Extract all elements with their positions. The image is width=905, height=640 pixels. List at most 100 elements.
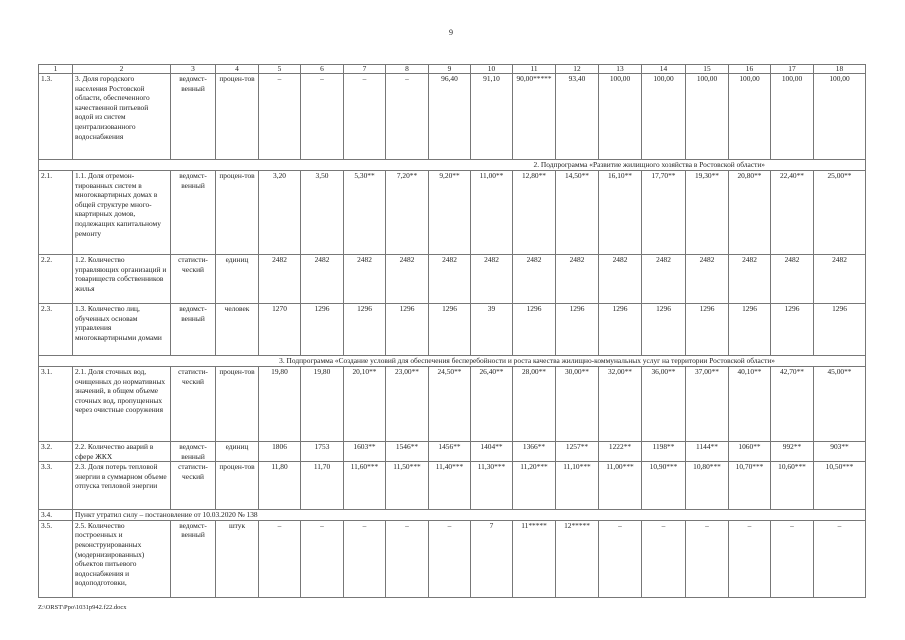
- value-cell: 42,70**: [770, 366, 814, 442]
- row-number: 3.5.: [38, 519, 73, 598]
- data-source: статисти-ческий: [170, 254, 216, 304]
- column-number: 12: [555, 64, 599, 74]
- column-number: 16: [728, 64, 771, 74]
- file-path-footer: Z:\ORST\Ppo\1031p942.f22.docx: [38, 604, 127, 611]
- value-cell: 11,40***: [428, 461, 471, 511]
- value-cell: 2482: [555, 254, 599, 304]
- value-cell: 40,10**: [728, 366, 771, 442]
- column-number: 5: [258, 64, 301, 74]
- table-row: 3.1. 2.1. Доля сточных вод, очищенных до …: [38, 366, 866, 442]
- indicator-name: 2.1. Доля сточных вод, очищенных до норм…: [72, 366, 171, 442]
- value-cell: 1456**: [428, 440, 471, 463]
- value-cell: 1296: [343, 303, 386, 356]
- value-cell: 12*****: [555, 519, 599, 598]
- value-cell: –: [385, 519, 429, 598]
- value-cell: 2482: [343, 254, 386, 304]
- value-cell: 11,60***: [343, 461, 386, 511]
- value-cell: 100,00: [770, 73, 814, 160]
- value-cell: 25,00**: [813, 170, 866, 255]
- value-cell: 1222**: [598, 440, 642, 463]
- value-cell: 100,00: [728, 73, 771, 160]
- table-row: 3.2. 2.2. Количество аварий в сфере ЖКХ ве…: [38, 440, 866, 463]
- value-cell: 2482: [300, 254, 344, 304]
- unit: штук: [215, 519, 259, 598]
- value-cell: 1296: [555, 303, 599, 356]
- value-cell: 11,70: [300, 461, 344, 511]
- value-cell: 36,00**: [641, 366, 686, 442]
- value-cell: –: [770, 519, 814, 598]
- unit: процен-тов: [215, 73, 259, 160]
- value-cell: 2482: [428, 254, 471, 304]
- column-number: 14: [641, 64, 686, 74]
- value-cell: 992**: [770, 440, 814, 463]
- indicator-name: 3. Доля городского населения Ростовской …: [72, 73, 171, 160]
- value-cell: 30,00**: [555, 366, 599, 442]
- subprogram-title: 3. Подпрограмма «Создание условий для об…: [38, 355, 866, 367]
- value-cell: 19,80: [258, 366, 301, 442]
- value-cell: 11,00**: [470, 170, 513, 255]
- column-number: 4: [215, 64, 259, 74]
- unit: процен-тов: [215, 170, 259, 255]
- value-cell: 37,00**: [685, 366, 729, 442]
- value-cell: –: [728, 519, 771, 598]
- data-source: статисти-ческий: [170, 461, 216, 511]
- row-note: Пункт утратил силу – постановление от 10…: [72, 509, 866, 521]
- value-cell: 96,40: [428, 73, 471, 160]
- indicator-name: 1.2. Количество управляющих организаций …: [72, 254, 171, 304]
- value-cell: 23,00**: [385, 366, 429, 442]
- column-number: 11: [512, 64, 556, 74]
- value-cell: 1270: [258, 303, 301, 356]
- table-row: 2.1. 1.1. Доля отремон-тированных систем …: [38, 170, 866, 255]
- value-cell: –: [428, 519, 471, 598]
- value-cell: –: [258, 519, 301, 598]
- value-cell: 10,70***: [728, 461, 771, 511]
- value-cell: 1296: [770, 303, 814, 356]
- value-cell: 11*****: [512, 519, 556, 598]
- row-number: 1.3.: [38, 73, 73, 160]
- subprogram-header: 2. Подпрограмма «Развитие жилищного хозя…: [38, 159, 866, 171]
- value-cell: 1296: [512, 303, 556, 356]
- value-cell: 3,50: [300, 170, 344, 255]
- unit: человек: [215, 303, 259, 356]
- value-cell: 5,30**: [343, 170, 386, 255]
- value-cell: 17,70**: [641, 170, 686, 255]
- indicators-table: 1 2 3 4 5 6 7 8 9 10 11 12 13 14 15 16 17 18 1.3. 3. Доля г…: [38, 64, 866, 598]
- value-cell: 11,50***: [385, 461, 429, 511]
- value-cell: 1060**: [728, 440, 771, 463]
- value-cell: 2482: [770, 254, 814, 304]
- value-cell: 1296: [641, 303, 686, 356]
- value-cell: 16,10**: [598, 170, 642, 255]
- value-cell: 903**: [813, 440, 866, 463]
- column-number-header: 1 2 3 4 5 6 7 8 9 10 11 12 13 14 15 16 17 18: [38, 64, 866, 74]
- column-number: 9: [428, 64, 471, 74]
- value-cell: 1603**: [343, 440, 386, 463]
- table-row: 3.5. 2.5. Количество построенных и реконс…: [38, 519, 866, 598]
- value-cell: 3,20: [258, 170, 301, 255]
- value-cell: 11,30***: [470, 461, 513, 511]
- value-cell: –: [641, 519, 686, 598]
- value-cell: 10,80***: [685, 461, 729, 511]
- data-source: ведомст-венный: [170, 440, 216, 463]
- indicator-name: 2.2. Количество аварий в сфере ЖКХ: [72, 440, 171, 463]
- value-cell: 11,10***: [555, 461, 599, 511]
- value-cell: 2482: [258, 254, 301, 304]
- table-row: 3.3. 2.3. Доля потерь тепловой энергии в …: [38, 461, 866, 511]
- value-cell: 1404**: [470, 440, 513, 463]
- value-cell: 1753: [300, 440, 344, 463]
- value-cell: 1366**: [512, 440, 556, 463]
- value-cell: 100,00: [813, 73, 866, 160]
- value-cell: 12,80**: [512, 170, 556, 255]
- table-row: 2.2. 1.2. Количество управляющих организа…: [38, 254, 866, 304]
- value-cell: 14,50**: [555, 170, 599, 255]
- value-cell: 2482: [470, 254, 513, 304]
- data-source: ведомст-венный: [170, 303, 216, 356]
- value-cell: 10,60***: [770, 461, 814, 511]
- value-cell: 32,00**: [598, 366, 642, 442]
- column-number: 2: [72, 64, 171, 74]
- column-number: 8: [385, 64, 429, 74]
- value-cell: 7: [470, 519, 513, 598]
- value-cell: 2482: [728, 254, 771, 304]
- indicator-name: 1.1. Доля отремон-тированных систем в мн…: [72, 170, 171, 255]
- value-cell: 9,20**: [428, 170, 471, 255]
- value-cell: 28,00**: [512, 366, 556, 442]
